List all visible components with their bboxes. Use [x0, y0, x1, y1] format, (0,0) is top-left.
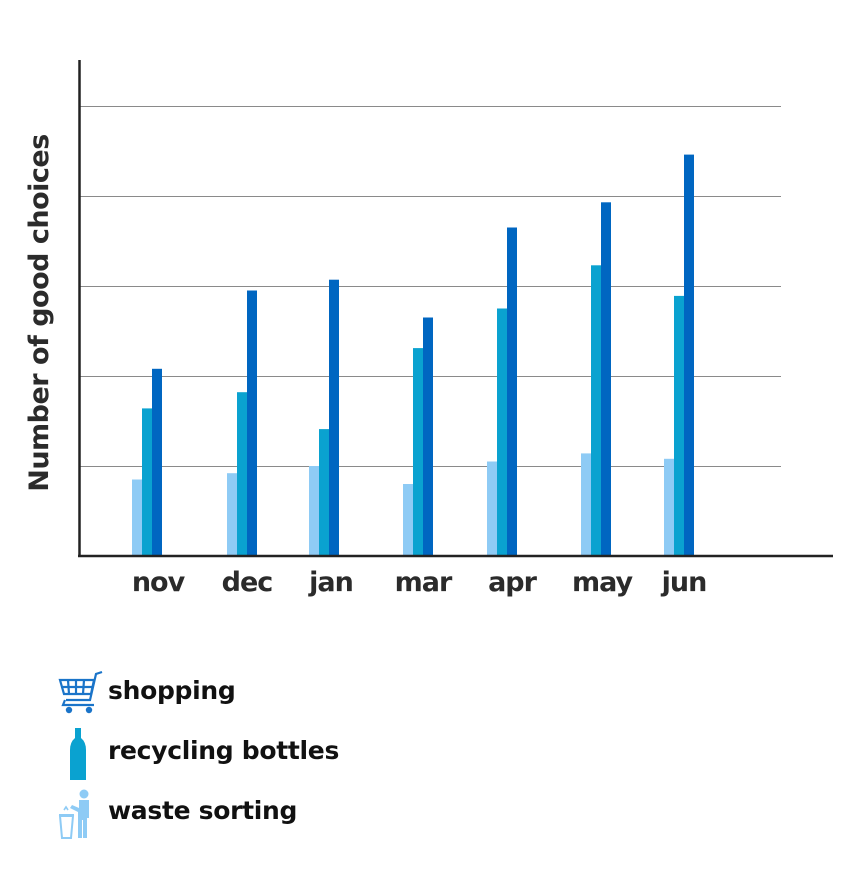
- bar-shopping-jun: [684, 154, 694, 556]
- bar-waste-sorting-jun: [664, 458, 674, 556]
- bar-waste-sorting-apr: [487, 461, 497, 556]
- legend-label-waste-sorting: waste sorting: [108, 796, 298, 825]
- bar-waste-sorting-dec: [227, 473, 237, 556]
- x-tick-label-mar: mar: [395, 567, 453, 598]
- bar-shopping-nov: [152, 368, 162, 556]
- x-tick-labels: nov dec jan mar apr may jun: [132, 567, 708, 598]
- bar-recycling-bottles-mar: [413, 348, 423, 556]
- bar-recycling-bottles-may: [591, 265, 601, 556]
- bar-recycling-bottles-nov: [142, 408, 152, 556]
- legend-item-shopping: shopping: [56, 668, 396, 724]
- shopping-cart-icon: [58, 670, 103, 714]
- bar-shopping-apr: [507, 227, 517, 556]
- x-tick-label-may: may: [572, 567, 634, 598]
- bottle-icon: [70, 728, 86, 780]
- x-tick-label-apr: apr: [488, 567, 538, 598]
- person-trash-bin-icon: [58, 789, 89, 839]
- y-axis-label: Number of good choices: [24, 134, 55, 492]
- x-tick-label-dec: dec: [222, 567, 273, 598]
- bar-waste-sorting-may: [581, 453, 591, 556]
- axes: [78, 60, 833, 558]
- legend-item-recycling-bottles: recycling bottles: [56, 728, 396, 784]
- legend-label-recycling-bottles: recycling bottles: [108, 736, 340, 765]
- bar-shopping-jan: [329, 279, 339, 556]
- bar-shopping-may: [601, 202, 611, 557]
- x-tick-label-nov: nov: [132, 567, 186, 598]
- bar-recycling-bottles-apr: [497, 308, 507, 556]
- bar-recycling-bottles-jun: [674, 295, 684, 556]
- x-tick-label-jan: jan: [308, 567, 353, 598]
- bar-waste-sorting-nov: [132, 479, 142, 556]
- bar-shopping-mar: [423, 317, 433, 556]
- x-tick-label-jun: jun: [661, 567, 707, 598]
- bar-waste-sorting-mar: [403, 484, 413, 556]
- bar-recycling-bottles-dec: [237, 392, 247, 556]
- bar-shopping-dec: [247, 290, 257, 556]
- bar-waste-sorting-jan: [309, 466, 319, 556]
- bars: [132, 154, 694, 557]
- bar-recycling-bottles-jan: [319, 429, 329, 556]
- legend-item-waste-sorting: waste sorting: [56, 788, 396, 844]
- legend-label-shopping: shopping: [108, 676, 236, 705]
